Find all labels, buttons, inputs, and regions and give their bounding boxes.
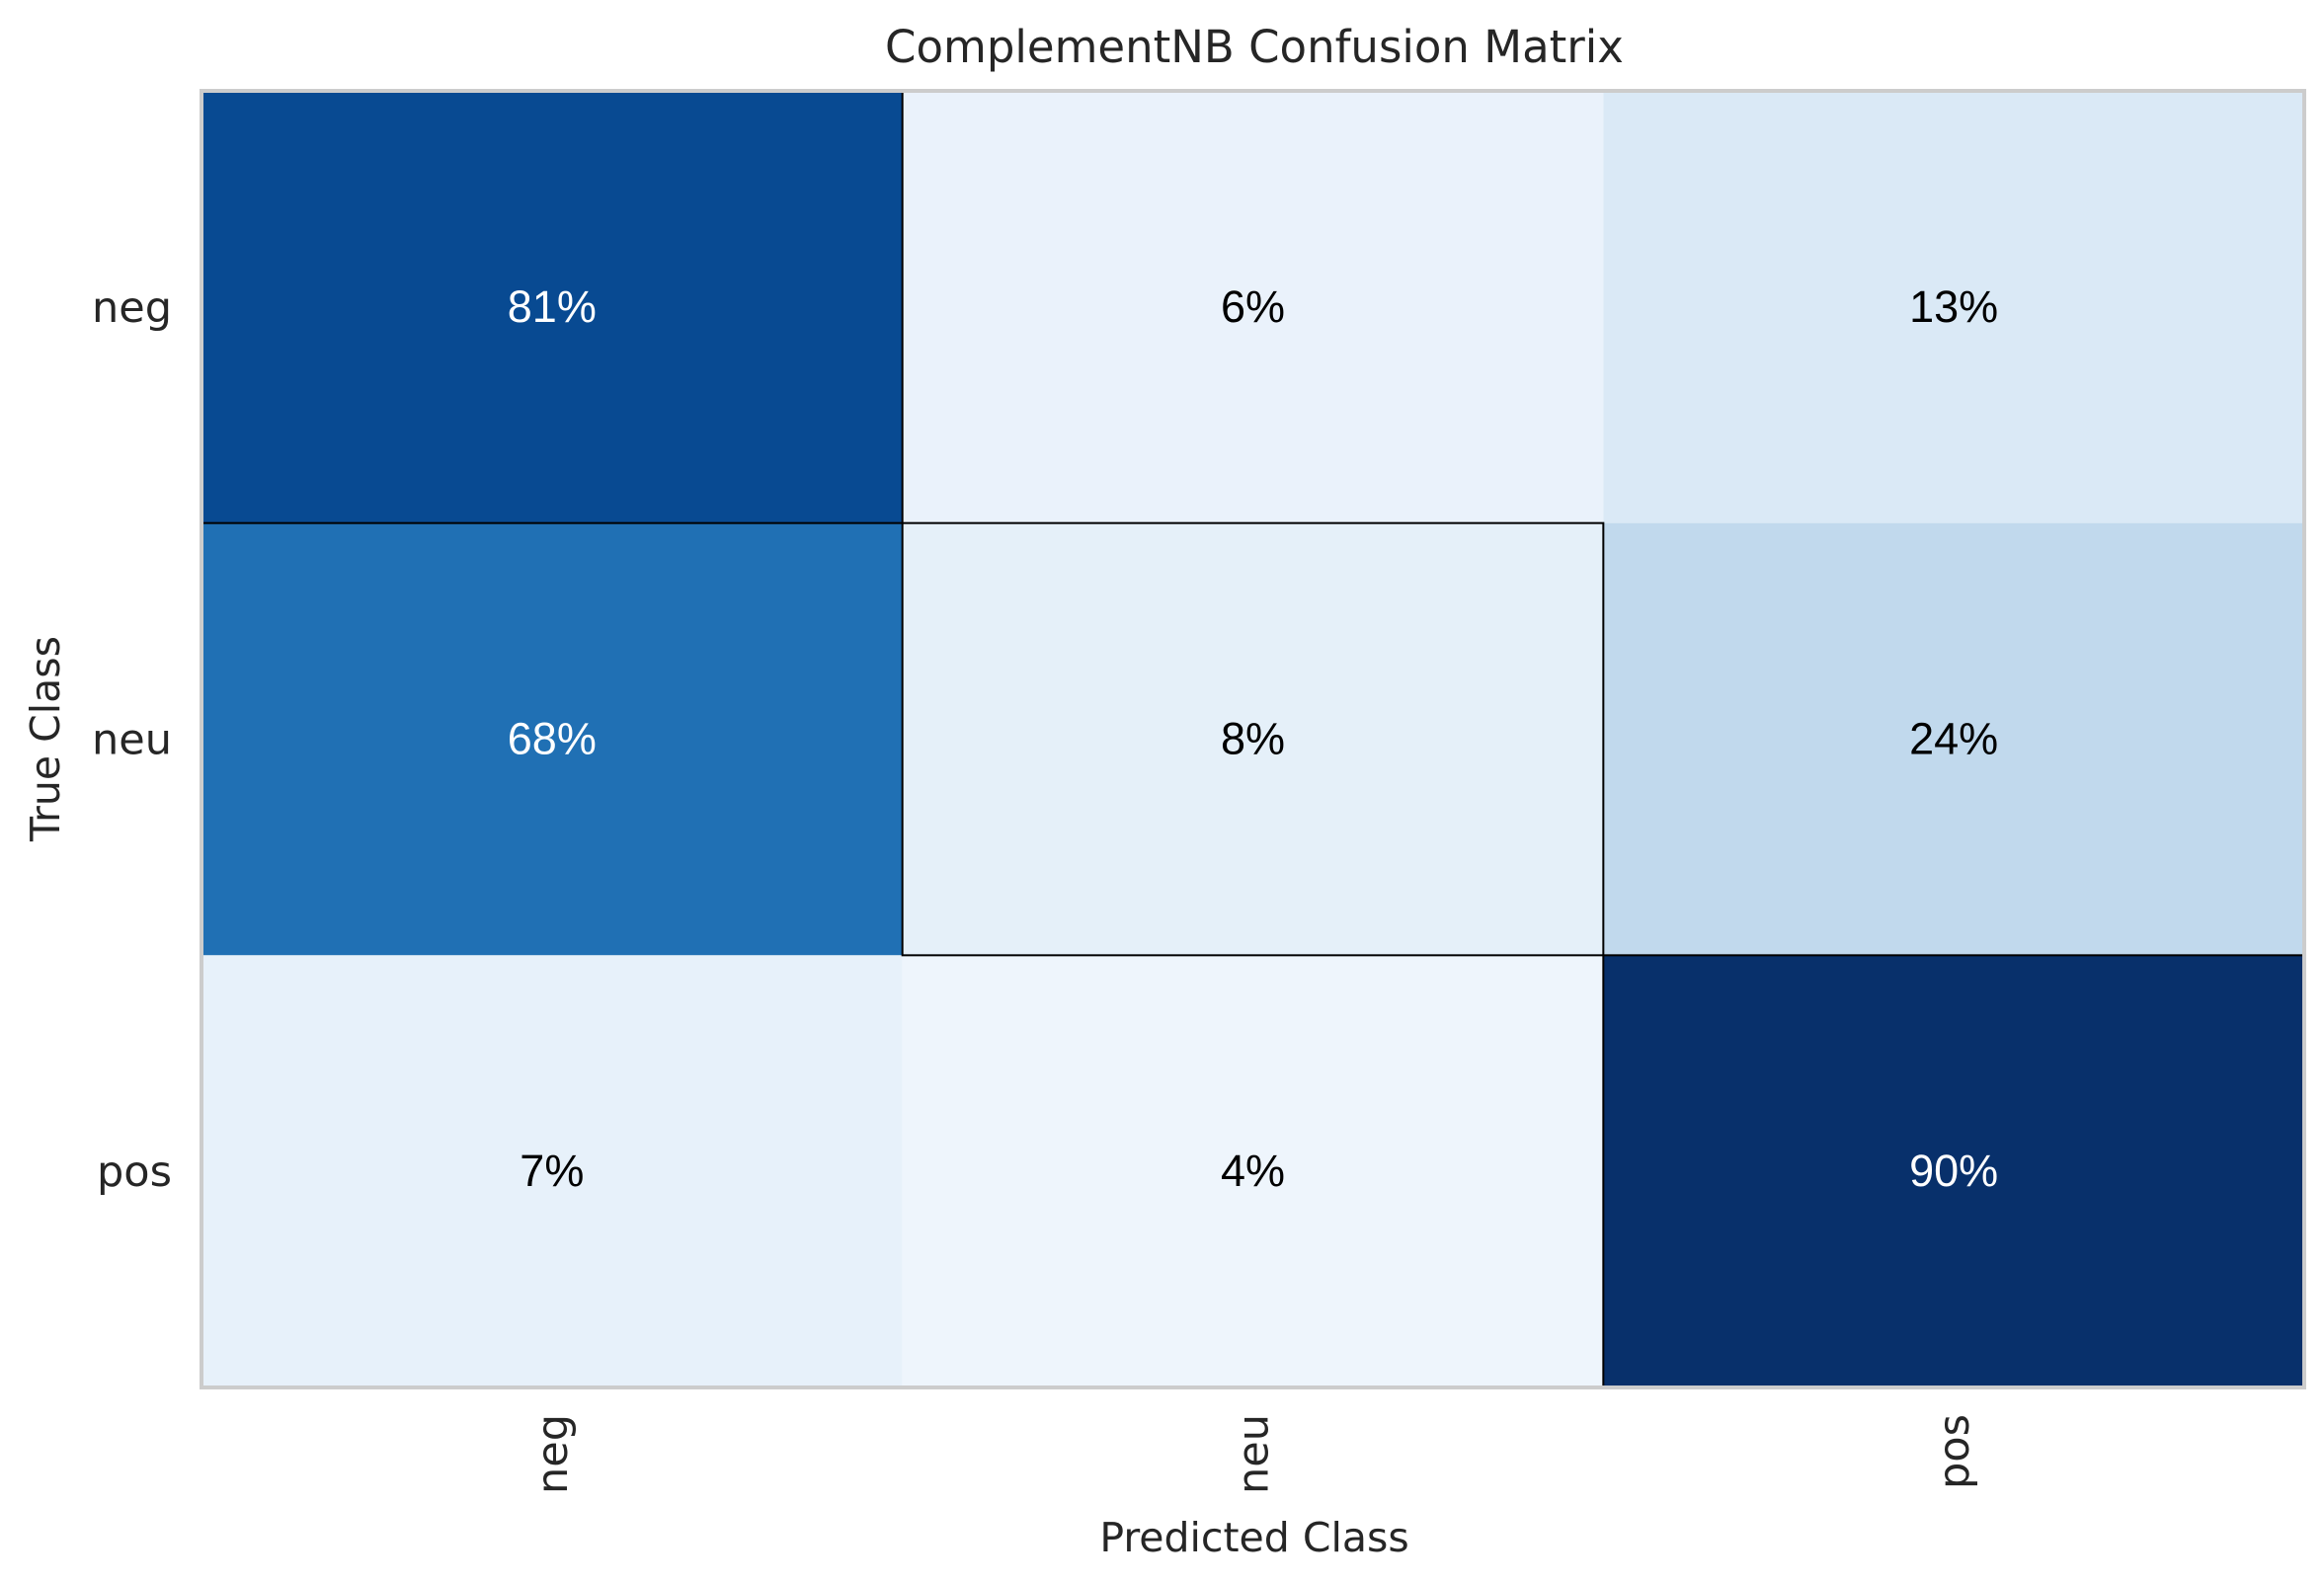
cell-pos-pos <box>1603 955 2304 1387</box>
plot-frame <box>200 89 2306 1389</box>
cell-neg-neg <box>201 91 903 523</box>
x-tick-label-pos: pos <box>1930 1414 1979 1489</box>
cell-neu-pos <box>1603 522 2304 956</box>
x-tick-label-neu: neu <box>1230 1414 1279 1494</box>
y-tick-label-pos: pos <box>97 1148 172 1197</box>
cell-labels: 81% 6% 13% 68% 8% 24% 7% 4% 90% <box>508 281 1998 1196</box>
cell-label-neg-pos: 13% <box>1909 281 1998 332</box>
cell-pos-neg <box>201 955 903 1387</box>
cell-neg-neu <box>902 91 1604 523</box>
chart-title: ComplementNB Confusion Matrix <box>885 21 1624 73</box>
cell-label-neu-neg: 68% <box>508 714 597 764</box>
cell-label-pos-neu: 4% <box>1221 1146 1285 1196</box>
y-axis-label: True Class <box>22 636 69 842</box>
cell-label-neu-neu: 8% <box>1221 714 1285 764</box>
cell-pos-neu <box>902 955 1604 1387</box>
x-tick-labels: neg neu pos <box>528 1414 1979 1494</box>
x-tick-label-neg: neg <box>528 1414 578 1494</box>
y-tick-label-neg: neg <box>92 283 172 333</box>
x-axis-label: Predicted Class <box>1099 1514 1408 1561</box>
heatmap-cells <box>201 91 2304 1387</box>
cell-label-pos-neg: 7% <box>520 1146 584 1196</box>
diagonal-outline-neu <box>901 521 1605 957</box>
cell-neu-neg <box>201 522 903 956</box>
cell-label-neu-pos: 24% <box>1909 714 1998 764</box>
cell-label-neg-neu: 6% <box>1221 281 1285 332</box>
cell-neg-pos <box>1603 91 2304 523</box>
cell-label-pos-pos: 90% <box>1909 1146 1998 1196</box>
y-tick-labels: neg neu pos <box>92 283 172 1197</box>
cell-label-neg-neg: 81% <box>508 281 597 332</box>
y-tick-label-neu: neu <box>92 716 172 765</box>
cell-neu-neu <box>902 522 1604 956</box>
